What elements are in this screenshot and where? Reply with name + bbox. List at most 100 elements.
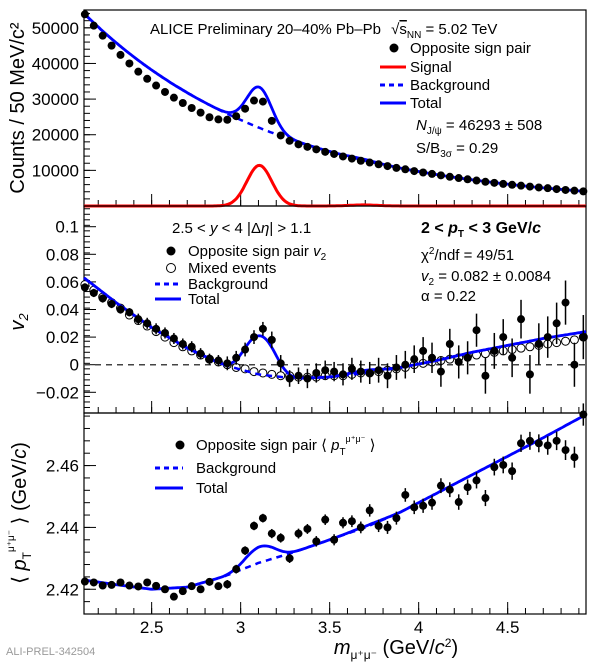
v2-legend: Opposite sign pair v2 Mixed events Backg… [155,243,327,308]
legend-label-total: Total [196,480,228,497]
data-point-v2 [134,315,143,324]
data-point-counts [543,184,552,193]
data-point-v2 [223,359,232,368]
data-point-v2 [454,357,463,366]
data-point-meanpt [525,436,534,445]
counts-panel-title: ALICE Preliminary 20–40% Pb–Pb √sNN = 5.… [150,21,497,41]
legend-label-opposite-sign: Opposite sign pair [410,40,531,57]
data-point-counts [241,104,250,113]
data-point-v2 [463,353,472,362]
data-point-v2 [89,288,98,297]
data-point-meanpt [134,582,143,591]
v2-ytick-label: 0 [70,356,79,375]
data-point-meanpt [205,577,214,586]
data-point-v2 [490,346,499,355]
legend-label-background: Background [410,77,490,94]
data-point-v2 [436,367,445,376]
meanpt-ytick-label: 2.46 [46,457,79,476]
title-sqrt-sign: √ [391,21,400,38]
meanpt-y-axis-label: ⟨ pTμ⁺μ⁻ ⟩ (GeV/c) [6,442,34,584]
data-point-meanpt [116,578,125,587]
data-point-counts [169,93,178,102]
data-point-meanpt [401,490,410,499]
data-point-v2 [570,360,579,369]
x-tick-label: 4.5 [496,618,520,637]
data-point-meanpt [152,581,161,590]
data-point-meanpt [330,535,339,544]
data-point-v2 [250,333,259,342]
data-point-counts [160,87,169,96]
legend-marker-filled [166,246,176,256]
data-point-counts [250,96,259,105]
data-point-counts [152,81,161,90]
data-point-counts [365,158,374,167]
data-point-meanpt [276,533,285,542]
data-point-meanpt [508,467,517,476]
data-point-counts [392,163,401,172]
data-point-meanpt [169,592,178,601]
data-point-meanpt [250,521,259,530]
meanpt-plot-area [80,403,588,601]
data-point-counts [294,140,303,149]
data-point-meanpt [143,578,152,587]
data-point-counts [178,99,187,108]
legend-label-total: Total [410,95,442,112]
data-point-v2 [517,315,526,324]
legend-label-signal: Signal [410,59,452,76]
x-tick-label: 4 [414,618,423,637]
data-point-meanpt [463,483,472,492]
data-point-v2 [205,355,214,364]
data-point-meanpt [241,546,250,555]
counts-ytick-label: 50000 [32,19,79,38]
mixed-event-point [516,343,526,353]
data-point-v2 [143,319,152,328]
title-energy: = 5.02 TeV [421,21,497,38]
counts-y-axis-label: Counts / 50 MeV/c² [7,22,29,194]
v2-ytick-label: 0.02 [46,328,79,347]
data-point-counts [472,176,481,185]
legend-label-background: Background [188,276,268,293]
data-point-v2 [383,371,392,380]
counts-panel: 10000 20000 30000 40000 50000 Counts / 50 Me… [7,9,588,208]
legend-marker-open [166,263,176,273]
data-point-counts [508,180,517,189]
watermark-label: ALI-PREL-342504 [6,646,95,658]
data-point-counts [187,104,196,112]
data-point-v2 [116,305,125,314]
data-point-meanpt [89,578,98,587]
data-point-meanpt [80,577,89,586]
data-point-meanpt [552,436,561,445]
data-point-meanpt [490,463,499,472]
mixed-event-point [525,342,535,352]
total-curve [83,276,587,380]
legend-label-background: Background [196,460,276,477]
data-point-counts [125,59,134,68]
data-point-counts [534,183,543,192]
data-point-meanpt [579,410,588,419]
data-point-meanpt [472,476,481,485]
meanpt-ytick-label: 2.42 [46,580,79,599]
data-point-meanpt [178,587,187,596]
data-point-v2 [481,371,490,380]
title-prefix: ALICE Preliminary 20–40% Pb–Pb [150,21,381,38]
data-point-meanpt [321,515,330,524]
data-point-v2 [80,283,89,292]
meanpt-legend: Opposite sign pair ⟨ pTμ⁺μ⁻ ⟩ Background… [155,434,375,497]
data-point-meanpt [107,580,116,589]
data-point-counts [312,145,321,154]
v2-annotation-v2: v2 = 0.082 ± 0.0084 [421,268,551,288]
data-point-meanpt [294,529,303,538]
x-tick-label: 3.5 [318,618,342,637]
data-point-meanpt [125,581,134,590]
data-point-meanpt [419,501,428,510]
data-point-v2 [525,370,534,379]
data-point-v2 [107,299,116,308]
legend-label-opposite-sign-v2: Opposite sign pair v2 [188,243,327,263]
data-point-meanpt [347,517,356,526]
data-point-counts [463,175,472,184]
data-point-counts [517,181,526,190]
data-point-v2 [543,333,552,342]
data-point-meanpt [543,441,552,450]
data-point-meanpt [312,537,321,546]
data-point-meanpt [285,554,294,563]
